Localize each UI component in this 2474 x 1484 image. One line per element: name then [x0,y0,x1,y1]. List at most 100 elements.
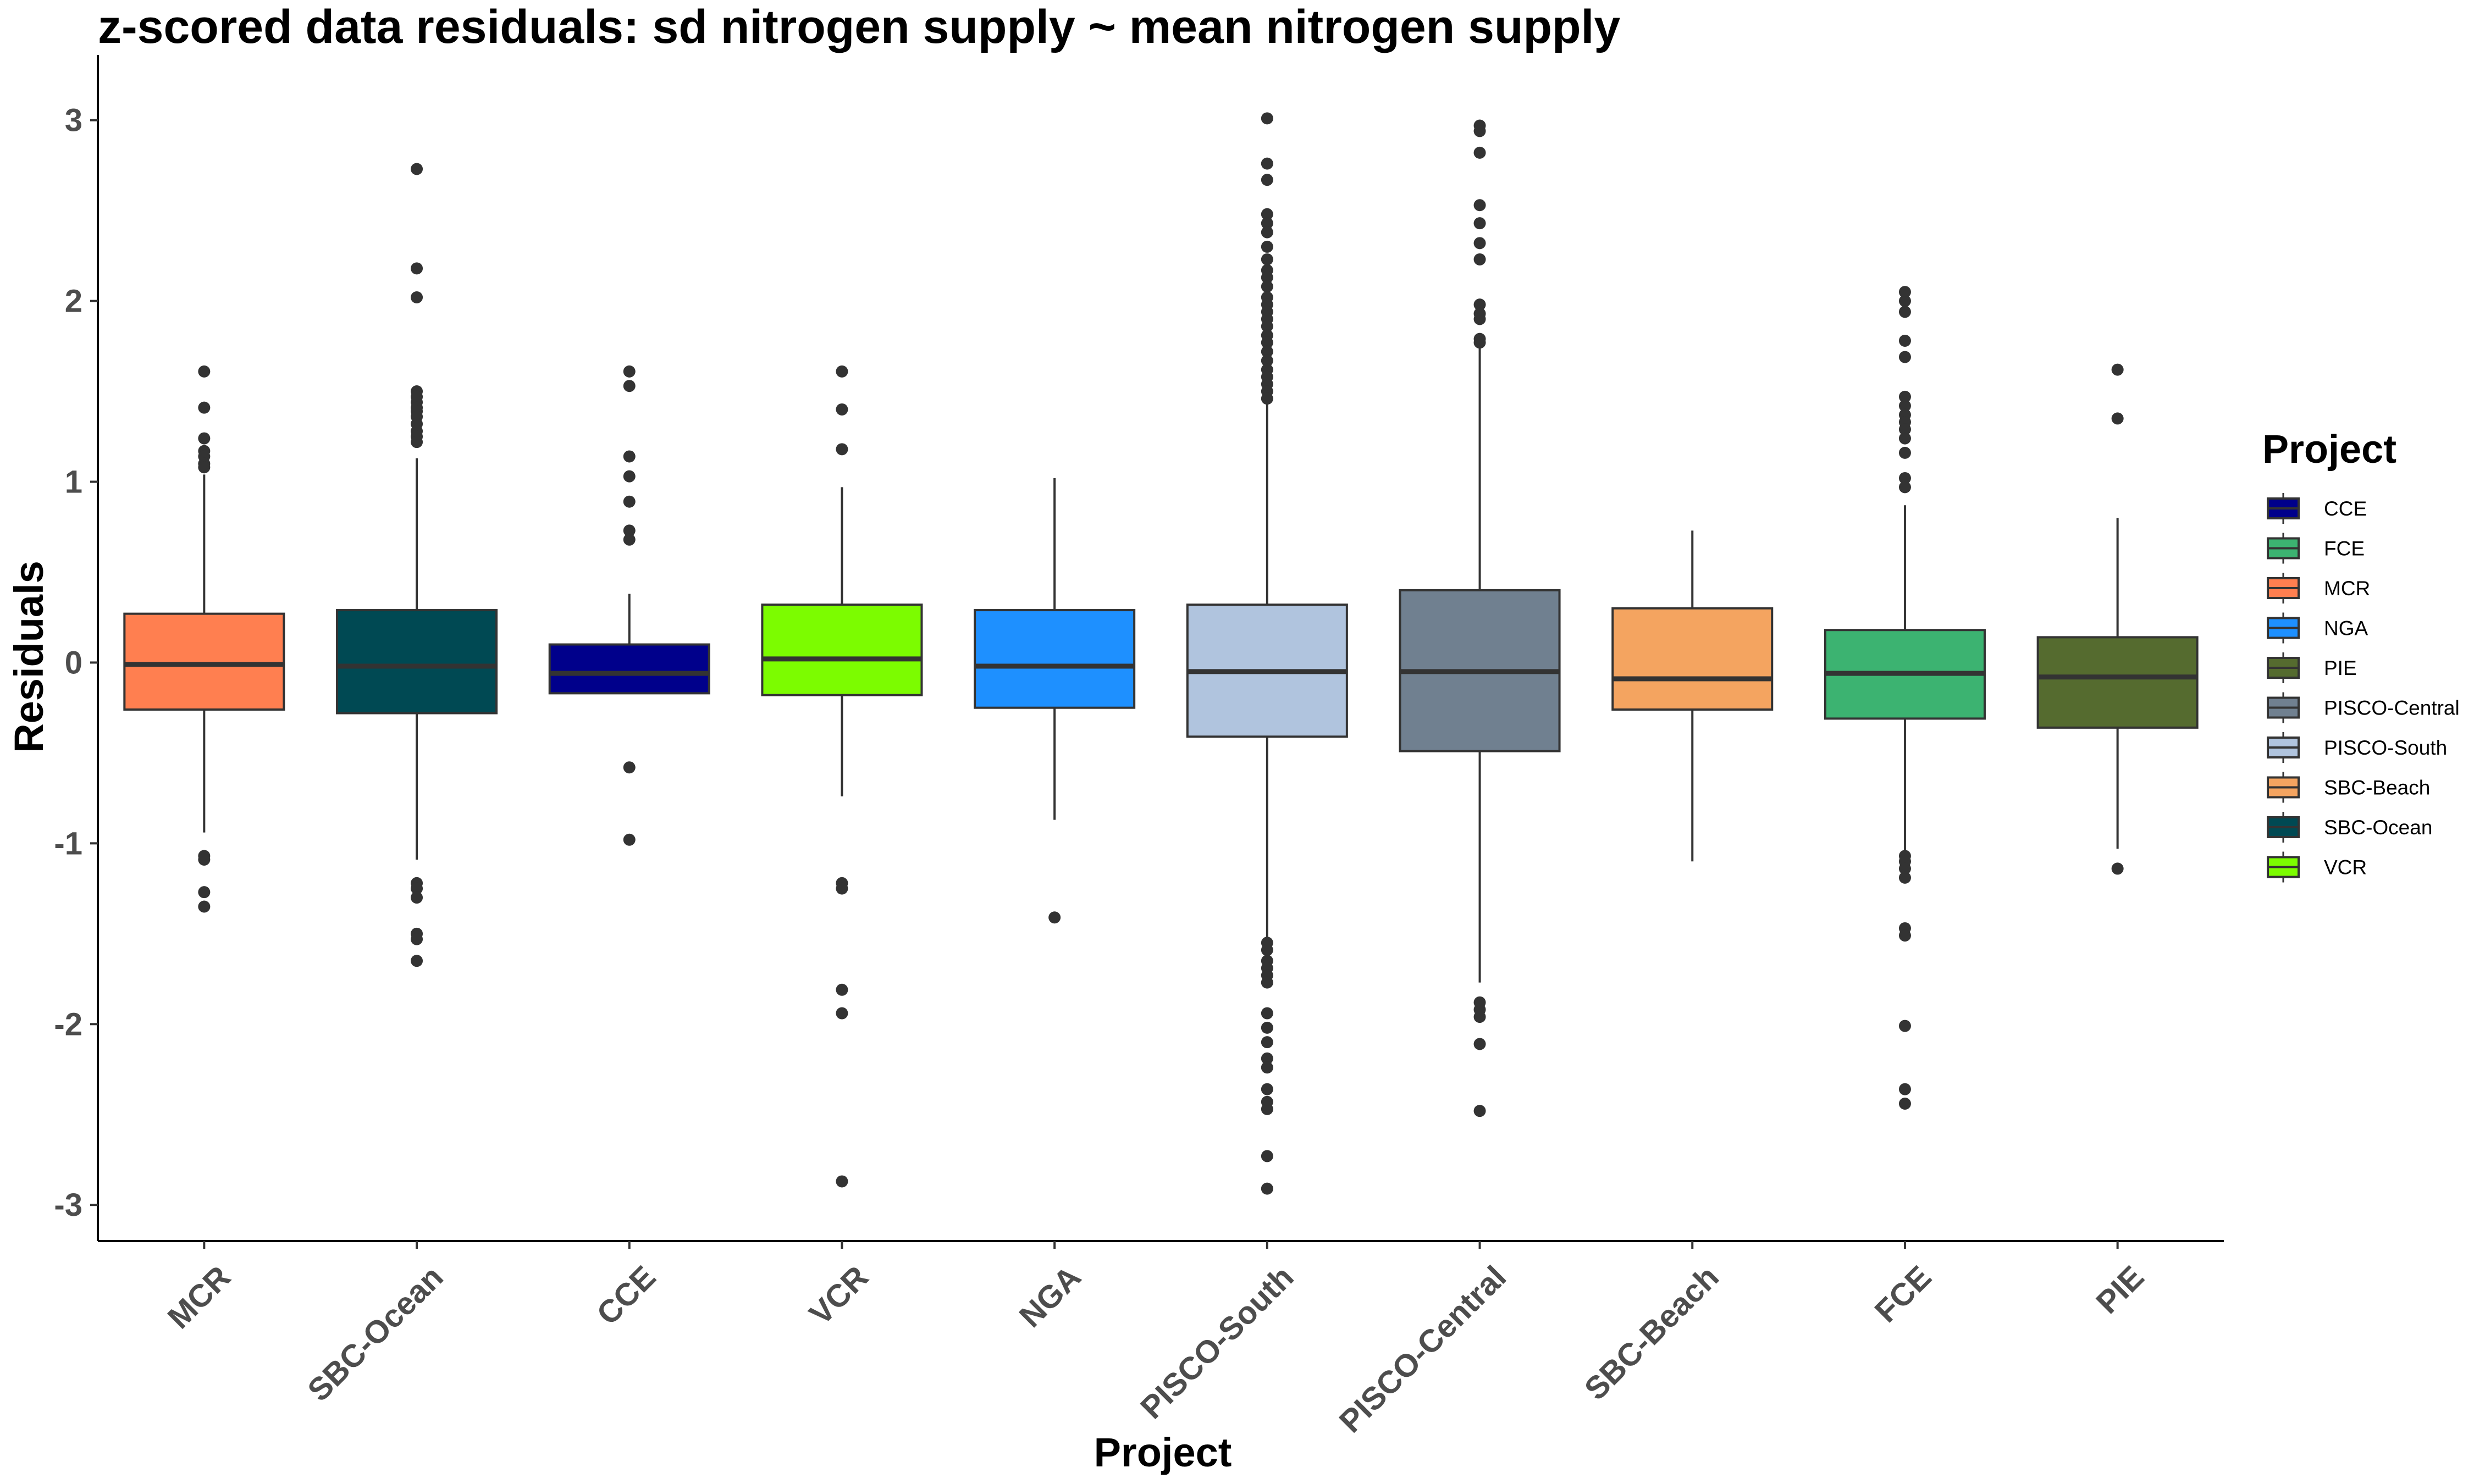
outlier-point [198,365,211,378]
x-tick-label: PISCO-South [1134,1259,1300,1426]
outlier-point [1473,125,1486,137]
outlier-point [1261,1021,1273,1034]
x-tick-label: NGA [1013,1259,1088,1335]
outlier-point [1898,1020,1911,1032]
outlier-point [1898,295,1911,307]
y-tick-label: 1 [65,464,82,500]
outlier-point [623,470,636,483]
legend-entry: PISCO-South [2267,732,2447,763]
outlier-point [1261,1036,1273,1049]
outlier-point [836,365,848,378]
outlier-point [623,380,636,392]
outlier-point [198,886,211,899]
plot-area: 3 2 1 0 -1 -2 -3 MCR SBC-Ocean CCE VCR NGA PISCO-Sou… [54,55,2224,1439]
outlier-point [411,955,423,967]
outlier-point [836,443,848,456]
outlier-point [1261,253,1273,265]
box-body [123,612,285,711]
outlier-point [1898,1098,1911,1110]
outlier-point [836,403,848,416]
outlier-point [623,524,636,537]
outlier-point [623,495,636,508]
outlier-point [623,365,636,378]
outlier-point [1898,472,1911,484]
outlier-point [1898,432,1911,445]
legend-entry: VCR [2267,851,2367,883]
legend-label: SBC-Ocean [2324,816,2432,839]
legend-entry: MCR [2267,573,2370,603]
legend-label: NGA [2324,617,2368,640]
legend-entry: PISCO-Central [2267,692,2460,723]
legend-label: SBC-Beach [2324,777,2430,799]
legend-label: PIE [2324,657,2357,679]
legend-entry: SBC-Beach [2267,772,2430,803]
outlier-point [2111,862,2124,875]
outlier-point [411,291,423,304]
outlier-point [411,163,423,175]
outlier-point [836,1175,848,1188]
outlier-point [1473,253,1486,265]
outlier-point [1473,336,1486,349]
x-tick-label: MCR [161,1259,238,1336]
outlier-point [1898,423,1911,436]
outlier-point [1261,217,1273,230]
outlier-point [1473,1038,1486,1050]
box-body [336,609,498,715]
y-tick-label: 3 [65,103,82,139]
outlier-point [623,833,636,846]
box-group [1824,286,1986,1110]
outlier-point [1261,226,1273,239]
outlier-point [1261,271,1273,284]
outlier-point [1261,944,1273,956]
outlier-point [1898,862,1911,875]
outlier-point [623,533,636,546]
legend-title: Project [2262,428,2396,472]
outlier-point [1261,112,1273,125]
outlier-point [1261,157,1273,170]
outlier-point [1261,336,1273,349]
chart-title: z-scored data residuals: sd nitrogen sup… [98,1,1620,53]
outlier-point [198,900,211,913]
outlier-point [411,262,423,275]
outlier-point [1261,280,1273,293]
outlier-point [1898,334,1911,347]
outlier-point [1048,911,1061,924]
legend-label: FCE [2324,538,2365,560]
outlier-point [2111,412,2124,425]
outlier-point [411,436,423,448]
outlier-point [623,450,636,463]
outlier-point [1261,1052,1273,1065]
box-group [1186,112,1348,1195]
y-tick-label: 0 [65,645,82,680]
y-tick-label: 2 [65,284,82,319]
box-group [123,365,285,913]
outlier-point [1898,286,1911,298]
y-axis-title: Residuals [6,561,52,753]
outlier-point [411,882,423,895]
outlier-point [1261,976,1273,989]
outlier-point [1261,1150,1273,1162]
outlier-point [2111,363,2124,376]
box-body [2036,636,2199,729]
outlier-point [1898,306,1911,318]
outlier-point [1473,146,1486,159]
outlier-point [836,983,848,996]
outlier-point [1261,320,1273,333]
outlier-point [1261,1182,1273,1195]
outlier-point [1473,313,1486,325]
box-body [1611,607,1774,711]
box-group [1399,119,1561,1117]
box-group [974,478,1136,924]
x-tick-label: VCR [802,1259,875,1332]
outlier-point [411,891,423,904]
legend-label: PISCO-Central [2324,697,2460,719]
outlier-point [836,1007,848,1020]
legend: Project CCE FCE MCR NGA PIE PISCO-Central PISC… [2262,428,2460,883]
legend-entry: NGA [2267,612,2368,644]
x-tick-label: PISCO-Central [1333,1259,1514,1440]
outlier-point [1473,298,1486,311]
outlier-point [1261,1103,1273,1115]
y-tick-label: -1 [54,826,82,861]
legend-label: MCR [2324,577,2370,600]
